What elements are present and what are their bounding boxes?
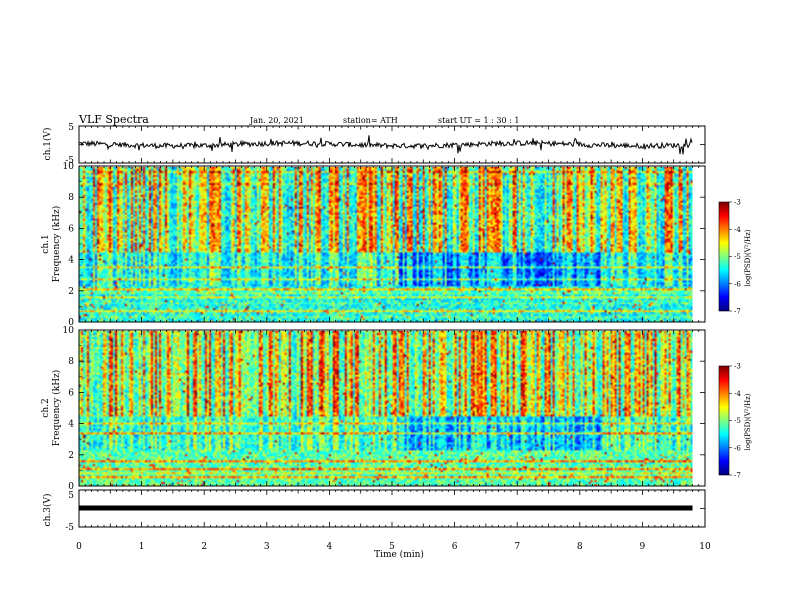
ch1-spectrogram-label: ch.1 [41, 234, 51, 253]
ch2-spectrogram-panel: 0 2 4 6 8 10 ch.2 Frequency (kHz) [41, 326, 706, 492]
ch2-spectrogram-label: ch.2 [41, 398, 51, 417]
ch2-colorbar-gradient [719, 366, 729, 475]
ch3-waveform-ticks [78, 489, 706, 528]
ch3-ylabel: ch.3(V) [42, 494, 53, 527]
ch3-ytick-bottom: -5 [65, 523, 74, 533]
ch1-spectrogram-time-ticks [78, 166, 706, 322]
colorbar-tick-label: -4 [734, 226, 741, 234]
time-tick-label: 7 [514, 542, 520, 552]
colorbar-tick-label: -5 [734, 253, 741, 261]
colorbar-tick-label: -7 [734, 308, 741, 316]
time-tick-label: 5 [389, 542, 395, 552]
ch2-frequency-axis-label: Frequency (kHz) [51, 370, 62, 447]
ch2-colorbar-ticks: -3 -4 -5 -6 -7 [729, 363, 741, 480]
ch2-colorbar-label: log(PSD)(V²/Hz) [744, 393, 752, 450]
ch1-ytick-bottom: -5 [65, 156, 74, 166]
time-tick-label: 4 [327, 542, 333, 552]
frequency-tick-label: 10 [63, 162, 75, 172]
ch1-colorbar-ticks: -3 -4 -5 -6 -7 [729, 199, 741, 316]
time-tick-label: 1 [139, 542, 145, 552]
colorbar-tick-label: -6 [734, 444, 741, 452]
ch3-waveform-panel: 5 -5 ch.3(V) [42, 489, 706, 533]
ch1-waveform-frame [78, 125, 706, 164]
ch2-spectrogram-time-ticks [78, 330, 706, 486]
frequency-tick-label: 6 [68, 388, 74, 398]
ch1-colorbar: -3 -4 -5 -6 -7 log(PSD)(V²/Hz) [718, 199, 752, 316]
ch2-spectrogram-image [79, 331, 693, 486]
colorbar-tick-label: -5 [734, 417, 741, 425]
ch2-colorbar: -3 -4 -5 -6 -7 log(PSD)(V²/Hz) [718, 363, 752, 480]
frequency-tick-label: 4 [68, 420, 74, 430]
ch1-waveform-line [78, 135, 693, 155]
frequency-tick-label: 10 [63, 326, 75, 336]
frequency-tick-label: 2 [68, 287, 74, 297]
ch1-colorbar-gradient [719, 202, 729, 311]
date-label: Jan. 20, 2021 [249, 116, 304, 125]
colorbar-tick-label: -4 [734, 390, 741, 398]
colorbar-tick-label: -3 [734, 199, 741, 207]
time-tick-label: 0 [76, 542, 82, 552]
frequency-tick-label: 0 [68, 318, 74, 328]
ch1-waveform-ticks [78, 125, 706, 164]
time-tick-label: 8 [577, 542, 583, 552]
frequency-tick-label: 8 [68, 357, 74, 367]
time-tick-label: 2 [201, 542, 207, 552]
time-tick-label: 10 [699, 542, 711, 552]
ch1-spectrogram-image [79, 167, 693, 322]
frequency-tick-label: 6 [68, 224, 74, 234]
time-tick-label: 3 [264, 542, 270, 552]
start-time-label: start UT = 1 : 30 : 1 [438, 116, 519, 125]
time-axis-label: Time (min) [374, 549, 424, 560]
ch1-waveform-panel: 5 -5 ch.1(V) [42, 123, 706, 166]
colorbar-tick-label: -7 [734, 472, 741, 480]
figure-title: VLF Spectra [78, 113, 149, 126]
frequency-tick-label: 0 [68, 482, 74, 492]
ch1-spectrogram-panel: 0 2 4 6 8 10 ch.1 Frequency (kHz) [41, 162, 706, 328]
frequency-tick-label: 4 [68, 256, 74, 266]
colorbar-tick-label: -6 [734, 280, 741, 288]
ch1-ylabel: ch.1(V) [42, 128, 53, 161]
ch1-ytick-top: 5 [68, 123, 74, 133]
ch1-frequency-ticks: 0 2 4 6 8 10 [63, 162, 705, 328]
frequency-tick-label: 2 [68, 451, 74, 461]
colorbar-tick-label: -3 [734, 363, 741, 371]
ch1-frequency-axis-label: Frequency (kHz) [51, 206, 62, 283]
time-tick-label: 9 [640, 542, 646, 552]
frequency-tick-label: 8 [68, 193, 74, 203]
time-tick-label: 6 [452, 542, 458, 552]
ch3-waveform-line [79, 505, 693, 511]
time-axis-tick-labels: 0 1 2 3 4 5 6 7 8 9 10 [76, 542, 711, 552]
ch3-ytick-top: 5 [68, 491, 74, 501]
station-label: station= ATH [343, 116, 398, 125]
ch1-colorbar-label: log(PSD)(V²/Hz) [744, 229, 752, 286]
ch2-frequency-ticks: 0 2 4 6 8 10 [63, 326, 705, 492]
